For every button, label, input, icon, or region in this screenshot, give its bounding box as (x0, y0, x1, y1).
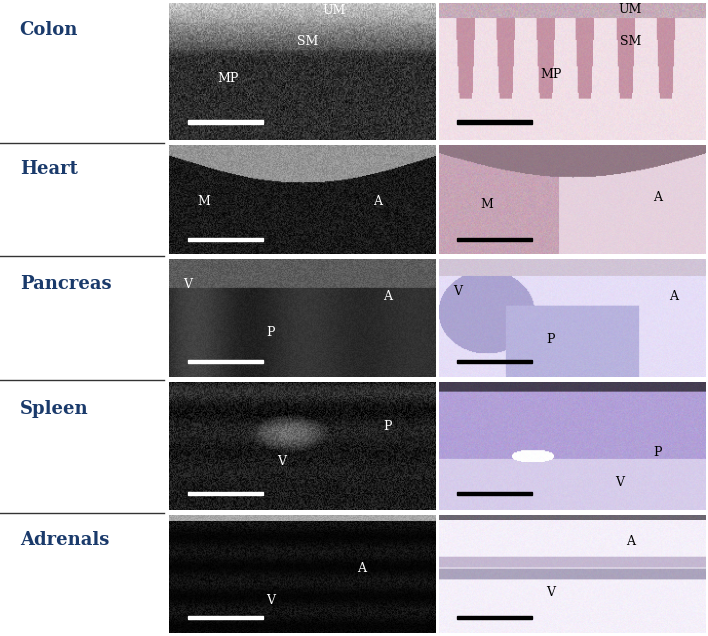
Text: MP: MP (540, 67, 561, 81)
Text: UM: UM (619, 3, 642, 16)
FancyBboxPatch shape (457, 238, 532, 241)
FancyBboxPatch shape (457, 120, 532, 124)
FancyBboxPatch shape (188, 492, 263, 495)
Text: MP: MP (217, 72, 239, 85)
Text: Colon: Colon (20, 22, 78, 39)
FancyBboxPatch shape (188, 238, 263, 241)
FancyBboxPatch shape (188, 360, 263, 363)
Text: Heart: Heart (20, 160, 77, 178)
Text: A: A (383, 290, 392, 303)
Text: SM: SM (620, 34, 641, 48)
Text: P: P (547, 333, 555, 346)
Text: Spleen: Spleen (20, 399, 88, 418)
Text: V: V (277, 455, 285, 468)
Text: V: V (266, 594, 275, 607)
FancyBboxPatch shape (457, 616, 532, 619)
Text: A: A (668, 290, 678, 303)
Text: V: V (452, 286, 462, 298)
FancyBboxPatch shape (188, 120, 263, 124)
Text: Adrenals: Adrenals (20, 531, 109, 550)
Text: A: A (653, 191, 662, 204)
Text: SM: SM (297, 34, 319, 48)
Text: A: A (372, 195, 382, 208)
Text: A: A (357, 562, 365, 575)
Text: P: P (384, 420, 392, 434)
Text: V: V (615, 476, 624, 488)
Text: Pancreas: Pancreas (20, 275, 111, 293)
Text: P: P (266, 326, 275, 339)
Text: P: P (653, 446, 661, 459)
FancyBboxPatch shape (457, 360, 532, 363)
Text: A: A (626, 535, 635, 548)
FancyBboxPatch shape (457, 492, 532, 495)
Text: V: V (546, 586, 555, 598)
Text: UM: UM (323, 4, 346, 17)
Text: M: M (480, 198, 493, 212)
FancyBboxPatch shape (188, 616, 263, 619)
Text: M: M (198, 195, 210, 208)
Text: V: V (183, 279, 193, 291)
